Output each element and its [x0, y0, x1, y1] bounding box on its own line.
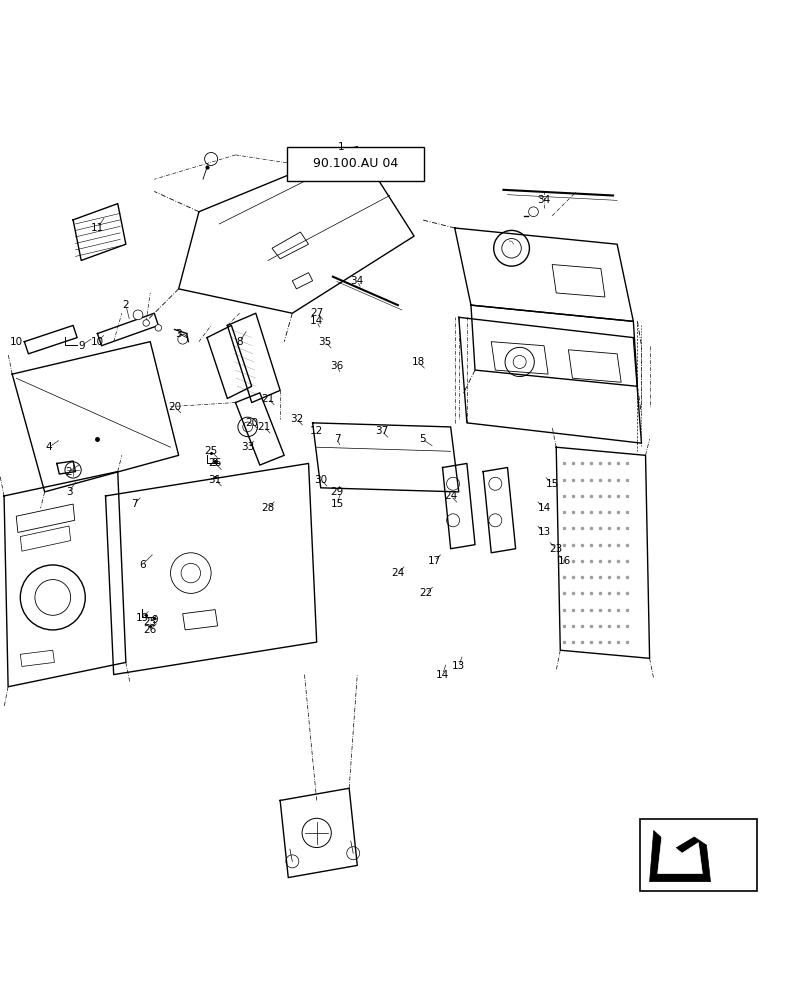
- Text: 31: 31: [208, 475, 221, 485]
- Text: 16: 16: [557, 556, 570, 566]
- Text: 3: 3: [66, 487, 72, 497]
- FancyBboxPatch shape: [639, 819, 756, 891]
- Text: 34: 34: [537, 195, 550, 205]
- Text: 37: 37: [375, 426, 388, 436]
- Text: 2: 2: [66, 467, 72, 477]
- Text: 28: 28: [261, 503, 274, 513]
- Text: 35: 35: [318, 337, 331, 347]
- Text: 19: 19: [135, 613, 148, 623]
- Text: 14: 14: [537, 503, 550, 513]
- Text: 25: 25: [204, 446, 217, 456]
- Text: 3: 3: [175, 329, 182, 339]
- Text: 26: 26: [208, 458, 221, 468]
- Circle shape: [528, 207, 538, 217]
- Text: 1: 1: [337, 142, 344, 152]
- Text: 13: 13: [537, 527, 550, 537]
- Text: 14: 14: [310, 316, 323, 326]
- Text: 22: 22: [419, 588, 432, 598]
- Text: 9: 9: [151, 615, 157, 625]
- Text: 20: 20: [245, 418, 258, 428]
- Circle shape: [155, 325, 161, 331]
- Circle shape: [133, 310, 143, 320]
- Text: 26: 26: [144, 625, 157, 635]
- FancyBboxPatch shape: [286, 147, 423, 181]
- Text: 33: 33: [241, 442, 254, 452]
- Polygon shape: [649, 830, 710, 882]
- Text: 15: 15: [545, 479, 558, 489]
- Text: 24: 24: [444, 491, 457, 501]
- Text: 11: 11: [91, 223, 104, 233]
- Text: 30: 30: [314, 475, 327, 485]
- Text: 9: 9: [212, 458, 218, 468]
- Text: 25: 25: [144, 617, 157, 627]
- Text: 15: 15: [330, 499, 343, 509]
- Text: 21: 21: [261, 393, 274, 403]
- Text: 6: 6: [139, 560, 145, 570]
- Text: 10: 10: [10, 337, 23, 347]
- Text: 4: 4: [45, 442, 52, 452]
- Text: 12: 12: [310, 426, 323, 436]
- Text: 18: 18: [411, 357, 424, 367]
- Text: 13: 13: [452, 661, 465, 671]
- Text: 2: 2: [122, 300, 129, 310]
- Text: 9: 9: [78, 341, 84, 351]
- Text: 23: 23: [549, 544, 562, 554]
- Text: 29: 29: [330, 487, 343, 497]
- Text: 20: 20: [168, 402, 181, 412]
- Text: 90.100.AU 04: 90.100.AU 04: [312, 157, 397, 170]
- Polygon shape: [657, 837, 702, 874]
- Text: 27: 27: [310, 308, 323, 318]
- Circle shape: [143, 320, 149, 326]
- Text: 5: 5: [418, 434, 425, 444]
- Text: 32: 32: [290, 414, 303, 424]
- Text: 24: 24: [391, 568, 404, 578]
- Text: 36: 36: [330, 361, 343, 371]
- Text: 17: 17: [427, 556, 440, 566]
- Text: 7: 7: [333, 434, 340, 444]
- Text: 34: 34: [350, 276, 363, 286]
- Text: 21: 21: [257, 422, 270, 432]
- Text: 10: 10: [91, 337, 104, 347]
- Text: 7: 7: [131, 499, 137, 509]
- Text: 8: 8: [236, 337, 242, 347]
- Text: 14: 14: [436, 670, 448, 680]
